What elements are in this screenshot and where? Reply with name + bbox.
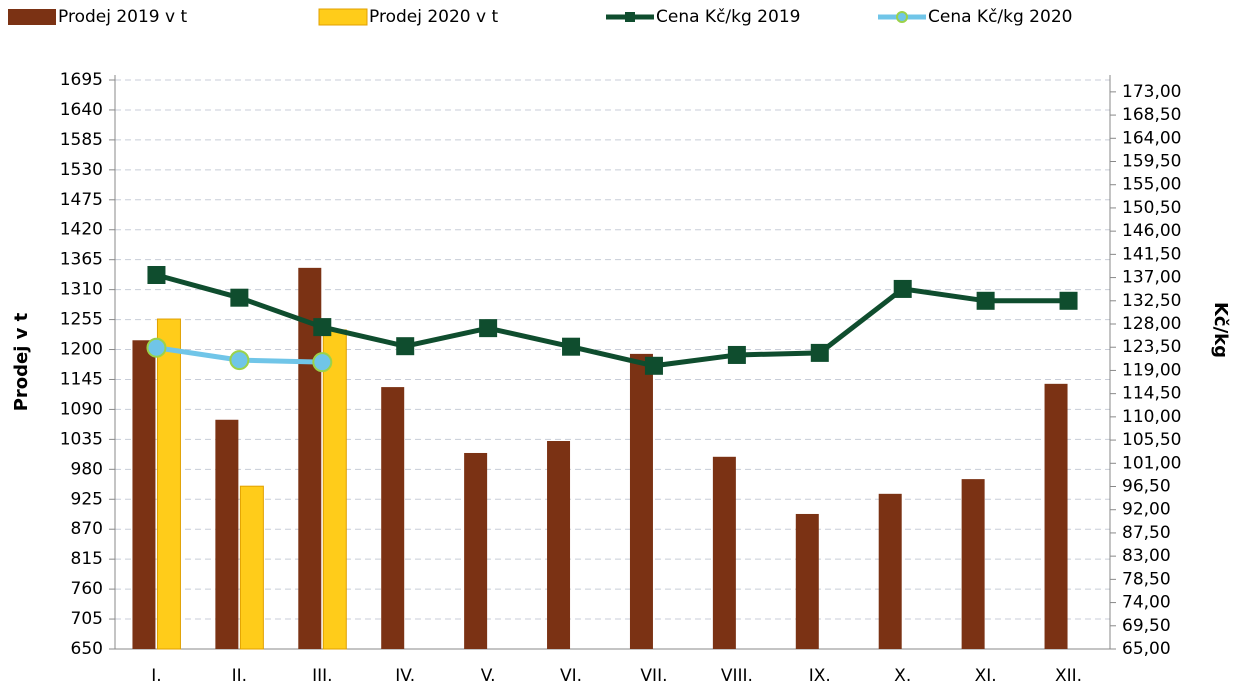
y2-tick-label: 164,00 bbox=[1122, 128, 1181, 148]
x-tick-label: IX. bbox=[809, 666, 831, 686]
bar bbox=[629, 353, 653, 649]
marker bbox=[976, 291, 995, 310]
y2-tick-label: 132,50 bbox=[1122, 291, 1181, 311]
bar bbox=[215, 419, 239, 649]
y2-tick-label: 119,00 bbox=[1122, 360, 1181, 380]
y2-tick-label: 159,50 bbox=[1122, 152, 1181, 172]
legend-marker bbox=[896, 11, 908, 23]
bar bbox=[1044, 383, 1068, 649]
legend-label: Cena Kč/kg 2019 bbox=[656, 7, 800, 27]
marker bbox=[562, 337, 581, 356]
bar bbox=[878, 493, 902, 649]
y2-tick-label: 155,00 bbox=[1122, 175, 1181, 195]
y2-tick-label: 74,00 bbox=[1122, 593, 1171, 613]
y-tick-label: 1475 bbox=[60, 190, 103, 210]
line bbox=[155, 272, 1069, 369]
y-tick-label: 1200 bbox=[60, 340, 103, 360]
y-tick-label: 1695 bbox=[60, 70, 103, 90]
y2-axis-label: Kč/kg bbox=[1210, 302, 1231, 358]
x-tick-label: VI. bbox=[560, 666, 582, 686]
marker bbox=[479, 319, 498, 338]
legend-label: Prodej 2019 v t bbox=[58, 7, 187, 27]
bar bbox=[156, 318, 181, 650]
y-tick-label: 760 bbox=[71, 579, 103, 599]
marker bbox=[810, 343, 829, 362]
x-tick-label: IV. bbox=[395, 666, 415, 686]
bar bbox=[132, 340, 156, 649]
y-tick-label: 925 bbox=[71, 489, 103, 509]
y2-tick-label: 168,50 bbox=[1122, 105, 1181, 125]
y-tick-label: 1255 bbox=[60, 310, 103, 330]
y-tick-label: 1365 bbox=[60, 250, 103, 270]
y2-tick-label: 101,00 bbox=[1122, 453, 1181, 473]
y-tick-label: 1310 bbox=[60, 280, 103, 300]
y2-tick-label: 83,00 bbox=[1122, 546, 1171, 566]
x-tick-label: X. bbox=[894, 666, 911, 686]
x-tick-label: I. bbox=[151, 666, 161, 686]
bar bbox=[547, 441, 571, 649]
y-tick-label: 815 bbox=[71, 549, 103, 569]
y2-tick-label: 92,00 bbox=[1122, 500, 1171, 520]
marker bbox=[312, 352, 333, 373]
y2-tick-label: 141,50 bbox=[1122, 244, 1181, 264]
y2-tick-label: 137,00 bbox=[1122, 268, 1181, 288]
marker bbox=[229, 350, 250, 371]
x-tick-label: VIII. bbox=[721, 666, 753, 686]
y2-tick-label: 87,50 bbox=[1122, 523, 1171, 543]
marker bbox=[313, 318, 332, 337]
y2-tick-label: 96,50 bbox=[1122, 477, 1171, 497]
y2-tick-label: 110,00 bbox=[1122, 407, 1181, 427]
y2-tick-label: 123,50 bbox=[1122, 337, 1181, 357]
y-tick-label: 650 bbox=[71, 639, 103, 659]
y2-tick-label: 173,00 bbox=[1122, 82, 1181, 102]
y2-tick-label: 78,50 bbox=[1122, 569, 1171, 589]
y-tick-label: 1530 bbox=[60, 160, 103, 180]
y2-tick-label: 69,50 bbox=[1122, 616, 1171, 636]
bar bbox=[239, 485, 264, 650]
legend-label: Prodej 2020 v t bbox=[369, 7, 498, 27]
y2-tick-label: 65,00 bbox=[1122, 639, 1171, 659]
y-axis-label: Prodej v t bbox=[11, 312, 32, 411]
x-tick-label: VII. bbox=[640, 666, 667, 686]
y-tick-label: 1420 bbox=[60, 220, 103, 240]
marker bbox=[1059, 291, 1078, 310]
marker bbox=[230, 288, 249, 307]
marker bbox=[893, 279, 912, 298]
legend-label: Cena Kč/kg 2020 bbox=[928, 7, 1072, 27]
y2-tick-label: 114,50 bbox=[1122, 384, 1181, 404]
x-tick-label: XI. bbox=[975, 666, 997, 686]
y2-tick-label: 150,50 bbox=[1122, 198, 1181, 218]
y-tick-label: 1145 bbox=[60, 369, 103, 389]
y-tick-label: 1585 bbox=[60, 130, 103, 150]
legend-swatch bbox=[318, 8, 368, 26]
x-tick-label: XII. bbox=[1055, 666, 1082, 686]
bar bbox=[464, 452, 488, 649]
y2-tick-label: 128,00 bbox=[1122, 314, 1181, 334]
y-tick-label: 980 bbox=[71, 459, 103, 479]
x-tick-label: III. bbox=[312, 666, 332, 686]
bar bbox=[322, 329, 347, 650]
bar bbox=[712, 456, 736, 649]
bar bbox=[381, 387, 405, 649]
bar bbox=[961, 479, 985, 649]
legend-swatch bbox=[8, 9, 56, 25]
marker bbox=[644, 356, 663, 375]
y-tick-label: 1640 bbox=[60, 100, 103, 120]
marker bbox=[396, 337, 415, 356]
y2-tick-label: 105,50 bbox=[1122, 430, 1181, 450]
y-tick-label: 870 bbox=[71, 519, 103, 539]
marker bbox=[727, 345, 746, 364]
legend-marker bbox=[625, 12, 635, 22]
x-tick-label: II. bbox=[232, 666, 247, 686]
y2-tick-label: 146,00 bbox=[1122, 221, 1181, 241]
marker bbox=[146, 337, 167, 358]
marker bbox=[147, 265, 166, 284]
y-tick-label: 705 bbox=[71, 609, 103, 629]
y-tick-label: 1035 bbox=[60, 429, 103, 449]
y-tick-label: 1090 bbox=[60, 399, 103, 419]
bar bbox=[795, 513, 819, 649]
x-tick-label: V. bbox=[481, 666, 496, 686]
